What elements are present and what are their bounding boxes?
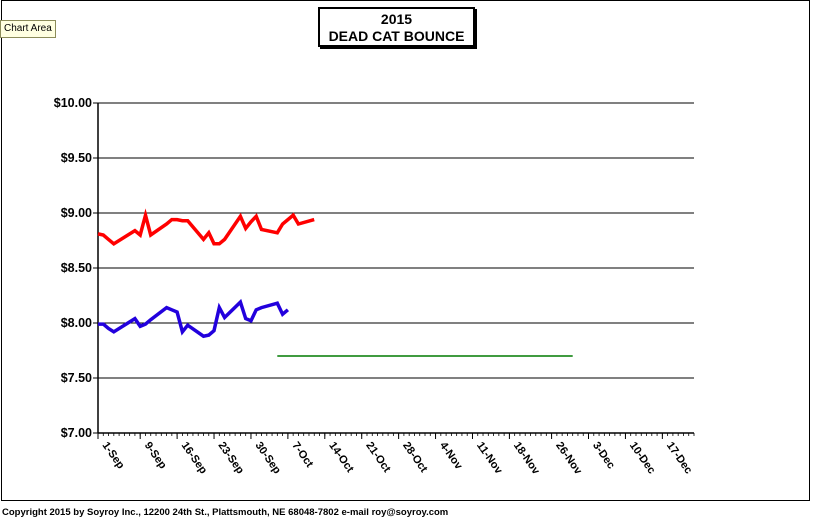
x-tick-label: 30-Sep [252, 440, 283, 477]
y-tick-labels: $7.00 $7.50 $8.00 $8.50 $9.00 $9.50 $10.00 [54, 96, 92, 440]
chart-area-tooltip: Chart Area [0, 20, 56, 38]
series-line-2 [98, 298, 290, 339]
x-tick-label: 23-Sep [216, 440, 247, 477]
x-tick-labels: 1-Sep 9-Sep 16-Sep 23-Sep 30-Sep 7-Oct 14-Oct 2… [100, 440, 695, 478]
chart-subtitle: DEAD CAT BOUNCE [328, 28, 465, 44]
y-tick-label: $9.50 [61, 151, 92, 165]
x-tick-label: 28-Oct [400, 440, 430, 475]
x-tick-label: 7-Oct [289, 440, 315, 470]
x-tick-label: 4-Nov [437, 440, 465, 473]
x-tick-label: 18-Nov [511, 440, 542, 478]
chart-title: 2015 [380, 11, 413, 27]
x-tick-label: 14-Oct [326, 440, 356, 475]
series [97, 208, 573, 357]
x-tick-label: 10-Dec [627, 440, 658, 476]
x-tick-label: 16-Sep [179, 440, 210, 477]
x-tick-label: 17-Dec [664, 440, 695, 476]
axes [93, 102, 695, 439]
x-tick-label: 9-Sep [142, 440, 169, 472]
x-tick-label: 26-Nov [553, 440, 584, 478]
grid-lines [98, 102, 694, 379]
x-tick-label: 1-Sep [100, 440, 127, 472]
y-tick-label: $8.00 [61, 316, 92, 330]
y-tick-label: $10.00 [54, 96, 92, 110]
y-tick-label: $9.00 [61, 206, 92, 220]
y-tick-label: $8.50 [61, 261, 92, 275]
y-tick-label: $7.50 [61, 371, 92, 385]
copyright-footer: Copyright 2015 by Soyroy Inc., 12200 24t… [2, 507, 449, 518]
chart-area[interactable] [1, 0, 810, 501]
x-tick-label: 3-Dec [590, 440, 617, 471]
chart-title-box: 2015 DEAD CAT BOUNCE [318, 7, 475, 47]
x-tick-label: 21-Oct [363, 440, 393, 475]
y-tick-label: $7.00 [61, 426, 92, 440]
x-tick-label: 11-Nov [474, 440, 505, 477]
series-line-1 [97, 208, 315, 246]
